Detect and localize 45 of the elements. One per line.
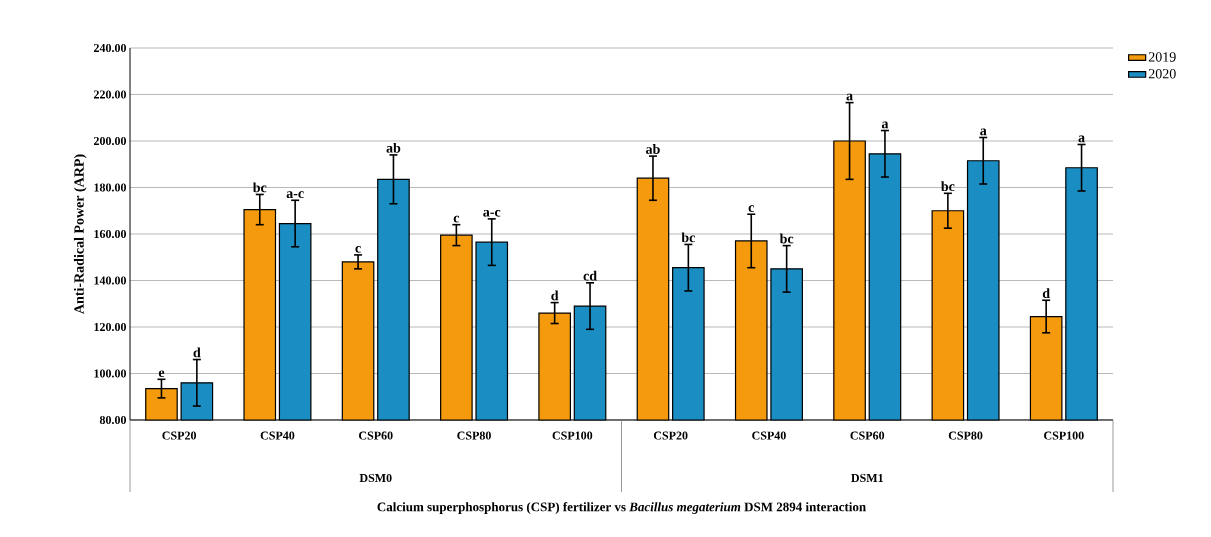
data-label: bc [252, 182, 267, 193]
data-label: a-c [483, 209, 501, 217]
y-tick-label: 220.00 [93, 90, 127, 99]
x-tick-label: CSP60 [359, 431, 393, 440]
data-label: cd [583, 270, 597, 281]
data-label: d [1042, 288, 1050, 299]
y-tick-label: 100.00 [94, 369, 127, 378]
x-tick-label: CSP40 [752, 431, 786, 440]
data-label: c [748, 205, 755, 213]
y-tick-label: 120.00 [94, 322, 127, 332]
x-tick-label: CSP100 [1044, 431, 1084, 440]
y-tick-label: 160.00 [94, 229, 127, 239]
data-label: a [1078, 135, 1085, 143]
data-label: a [846, 93, 853, 101]
legend-label: 2020 [1148, 69, 1176, 79]
data-label: bc [941, 181, 955, 192]
y-tick-label: 240.00 [93, 43, 127, 53]
data-label: d [193, 347, 201, 358]
legend-label: 2019 [1148, 52, 1176, 62]
x-tick-label: CSP60 [850, 431, 885, 440]
y-tick-label: 200.00 [93, 136, 127, 146]
y-axis-title: Anti-Radical Power (ARP) [73, 154, 87, 314]
data-label: d [551, 290, 559, 301]
x-axis-title: Calcium superphosphorus (CSP) fertilizer vs Bacillus megaterium DSM 2894 interaction [377, 502, 866, 514]
data-label: c [453, 215, 460, 223]
data-label: a-c [286, 191, 304, 199]
data-label: bc [779, 233, 794, 244]
data-label: ab [386, 142, 401, 153]
x-tick-label: CSP40 [260, 431, 295, 440]
data-label: bc [681, 232, 695, 243]
y-tick-label: 140.00 [94, 276, 127, 285]
data-label: a [980, 128, 987, 136]
x-tick-label: CSP80 [948, 431, 983, 440]
x-tick-label: CSP20 [653, 431, 688, 440]
text: DSM1 [851, 473, 883, 483]
data-label: a [881, 121, 889, 129]
data-label: e [158, 370, 165, 378]
y-tick-label: 80.00 [99, 415, 127, 425]
x-tick-label: CSP100 [552, 431, 593, 440]
y-tick-label: 180.00 [94, 183, 127, 192]
text: DSM0 [359, 473, 392, 483]
data-label: c [355, 245, 361, 253]
x-tick-label: CSP20 [162, 431, 197, 440]
x-tick-label: CSP80 [457, 431, 491, 440]
data-label: ab [646, 144, 660, 154]
